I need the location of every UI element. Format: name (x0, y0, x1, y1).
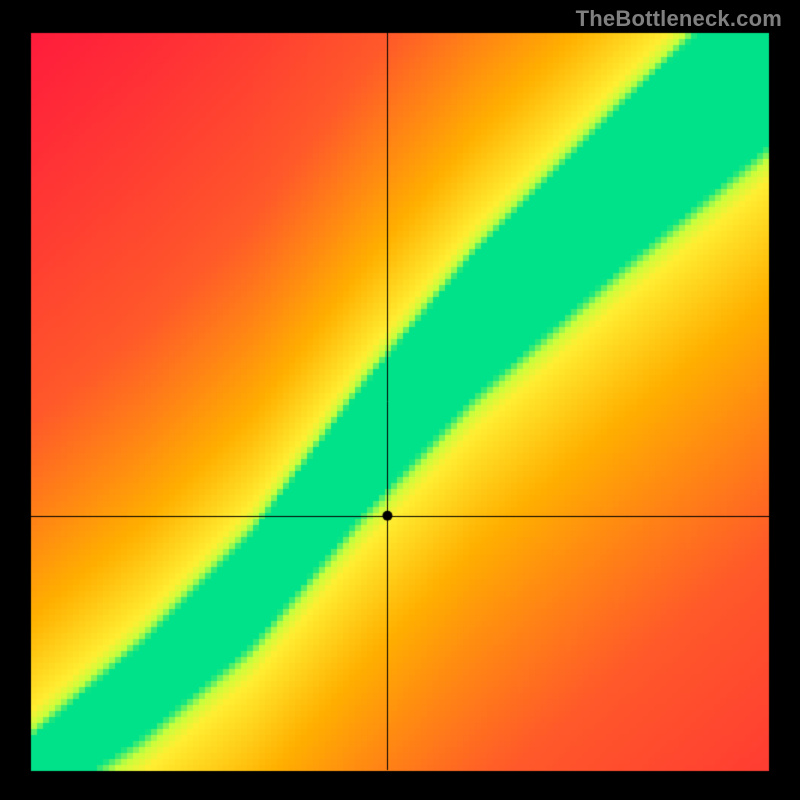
chart-container: TheBottleneck.com (0, 0, 800, 800)
bottleneck-heatmap (0, 0, 800, 800)
watermark-text: TheBottleneck.com (576, 6, 782, 32)
